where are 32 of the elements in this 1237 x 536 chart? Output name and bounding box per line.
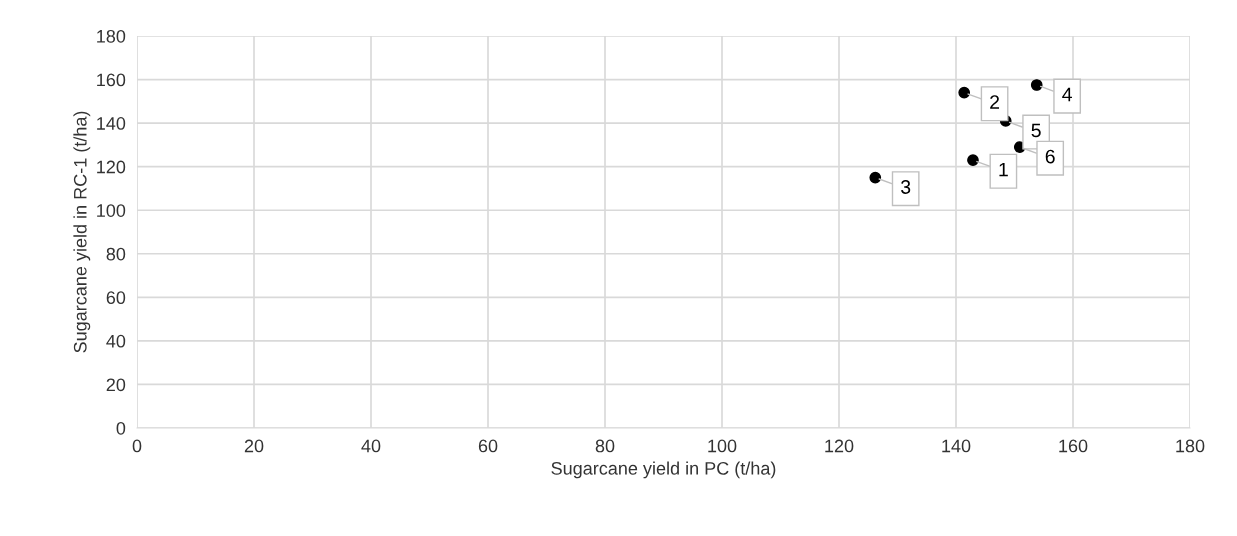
annotation: 5 bbox=[1031, 123, 1041, 138]
y-axis-title: Sugarcane yield in RC-1 (t/ha) bbox=[73, 111, 91, 353]
x-tick-label: 40 bbox=[361, 439, 381, 453]
y-tick-label: 0 bbox=[116, 421, 126, 435]
annotation: 3 bbox=[901, 180, 911, 194]
point bbox=[869, 171, 882, 184]
y-tick-label: 120 bbox=[97, 160, 126, 174]
point bbox=[1030, 79, 1043, 91]
x-tick-label: 80 bbox=[595, 439, 615, 453]
y-tick-label: 20 bbox=[106, 378, 126, 392]
x-tick-label: 20 bbox=[244, 439, 264, 453]
annotation: 2 bbox=[990, 95, 1000, 109]
x-tick-label: 0 bbox=[132, 439, 142, 453]
x-tick-label: 60 bbox=[478, 439, 498, 453]
y-tick-label: 140 bbox=[97, 117, 126, 130]
x-tick-label: 100 bbox=[708, 439, 737, 453]
x-axis-title: Sugarcane yield in PC (t/ha) bbox=[551, 461, 776, 479]
annotation: 1 bbox=[999, 162, 1008, 177]
x-tick-label: 120 bbox=[825, 439, 854, 453]
annotation: 4 bbox=[1062, 87, 1072, 102]
y-tick-label: 180 bbox=[97, 29, 126, 43]
annotation: 6 bbox=[1045, 149, 1055, 164]
y-tick-label: 160 bbox=[97, 73, 126, 87]
y-tick-label: 60 bbox=[106, 291, 126, 305]
point bbox=[958, 86, 971, 99]
x-tick-label: 160 bbox=[1059, 439, 1088, 453]
y-tick-label: 40 bbox=[106, 334, 126, 348]
x-tick-label: 140 bbox=[942, 439, 971, 453]
x-tick-label: 180 bbox=[1176, 439, 1205, 453]
y-tick-label: 80 bbox=[106, 247, 126, 261]
y-tick-label: 100 bbox=[97, 204, 126, 217]
point bbox=[967, 154, 979, 166]
